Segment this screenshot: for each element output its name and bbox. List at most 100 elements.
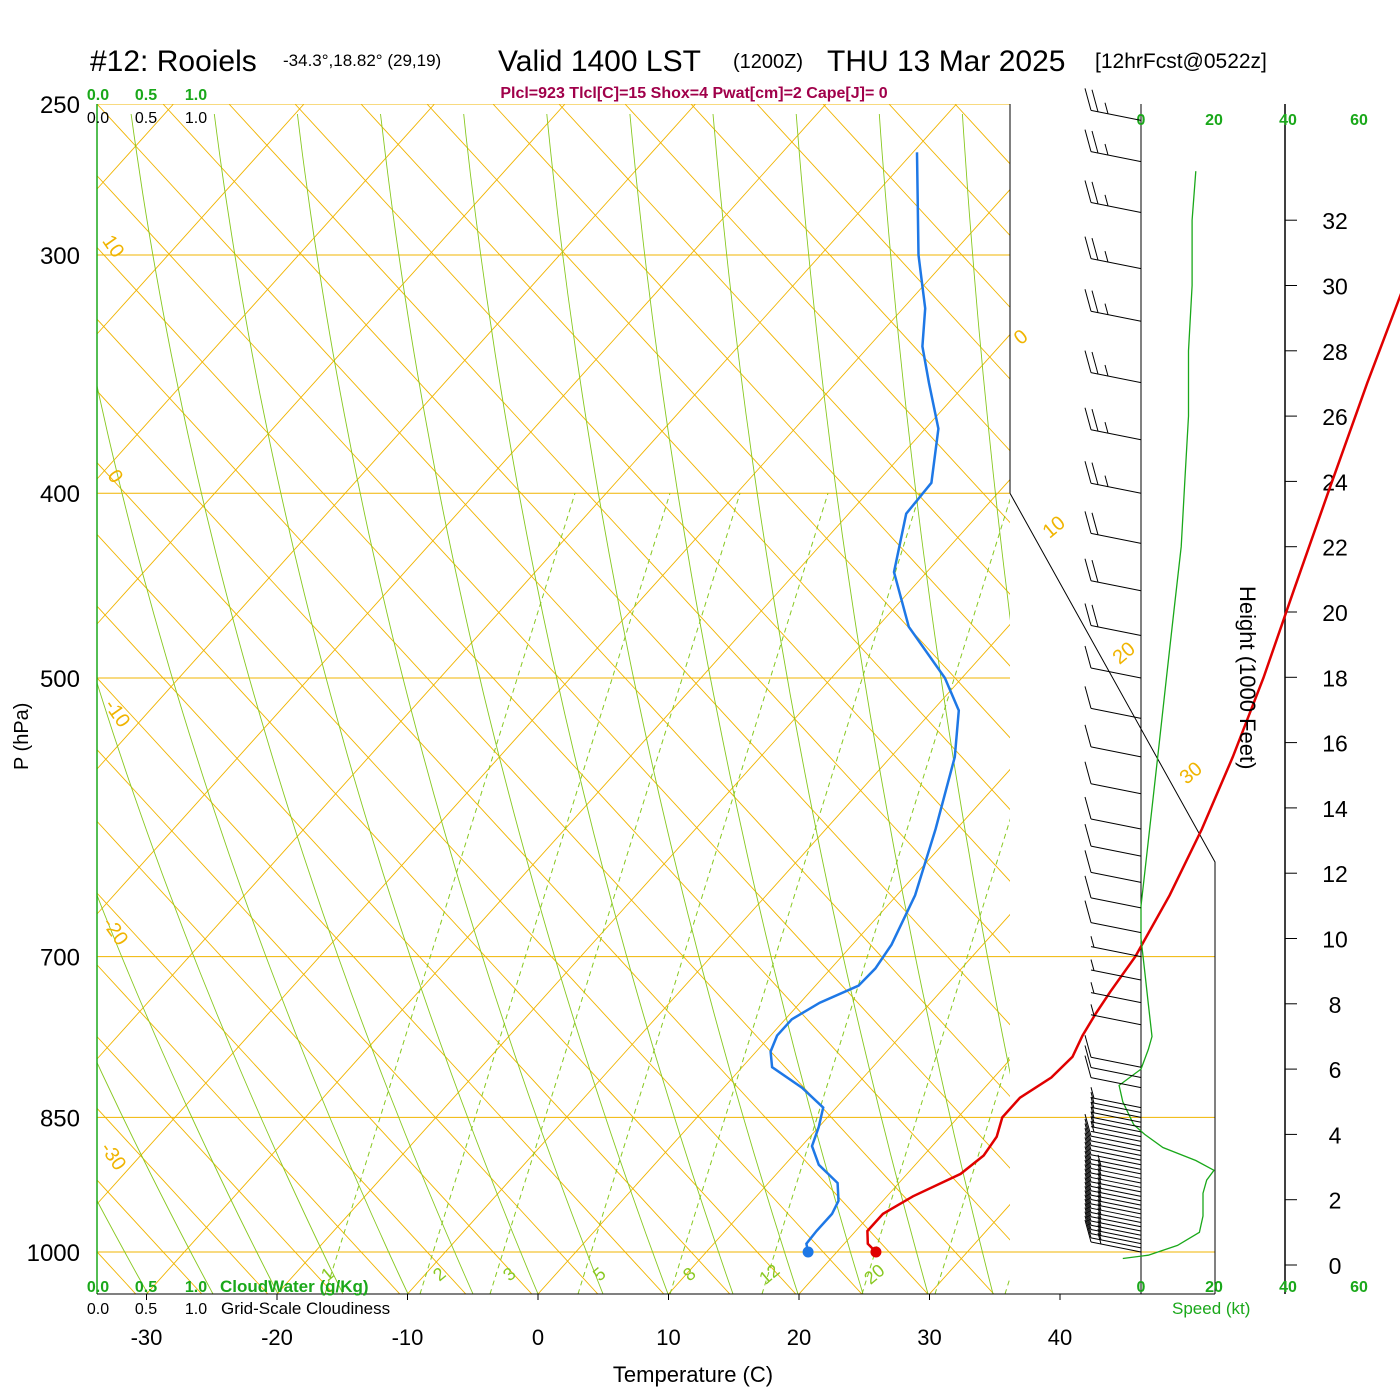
dry-adiabat-label: 30	[1176, 758, 1207, 789]
temperature-tick-label: -30	[131, 1325, 163, 1350]
wind-barb-staff	[1090, 109, 1142, 121]
moist-adiabat-line	[463, 113, 734, 1294]
cloudwater-label: CloudWater (g/Kg)	[220, 1277, 369, 1296]
speed-tick-label-bottom: 0	[1137, 1279, 1146, 1296]
dry-adiabat-line	[97, 390, 929, 1294]
pressure-tick-label: 850	[40, 1105, 80, 1132]
mixing-ratio-label: 2	[429, 1263, 450, 1285]
wind-barb-flag	[1084, 645, 1092, 669]
wind-barb-half-flag	[1104, 143, 1109, 156]
wind-barb	[1084, 1123, 1142, 1156]
wind-barb-flag	[1084, 1150, 1092, 1174]
wind-barb-flag	[1084, 1128, 1092, 1151]
wind-barb-flag	[1084, 1186, 1092, 1209]
dry-adiabat-line	[97, 820, 533, 1294]
isotherm-line	[97, 104, 827, 915]
wind-barb	[1090, 959, 1142, 981]
speed-tick-label-top: 60	[1350, 112, 1368, 129]
height-tick-label: 10	[1322, 927, 1348, 953]
dry-adiabat-line	[228, 104, 1010, 954]
dry-adiabat-line	[97, 175, 1010, 1169]
wind-barb-flag	[1084, 1207, 1092, 1230]
wind-barb-flag	[1091, 181, 1099, 205]
station-title: #12: Rooiels	[90, 45, 257, 78]
height-tick-label: 30	[1322, 274, 1348, 300]
moist-adiabat-line	[97, 894, 279, 1294]
wind-barb-staff	[1090, 1097, 1142, 1109]
wind-barb-flag	[1084, 1132, 1092, 1155]
wind-barb-flag	[1084, 129, 1092, 152]
dry-adiabat-label: -30	[96, 1138, 131, 1174]
isotherm-line	[1060, 104, 1400, 1294]
wind-barb-flag	[1091, 462, 1099, 485]
dry-adiabat-label: 0	[1010, 325, 1033, 349]
mixing-ratio-line	[489, 493, 741, 1294]
dry-adiabat-line	[97, 1035, 335, 1294]
wind-barb-staff	[1090, 1212, 1142, 1223]
wind-barb-staff	[1090, 1149, 1142, 1161]
wind-barb	[1084, 900, 1142, 934]
wind-barb-half-flag	[1104, 102, 1109, 114]
wind-barb-staff	[1090, 1176, 1142, 1188]
wind-barb-flag	[1084, 850, 1092, 873]
wind-barb-staff	[1090, 1106, 1142, 1118]
wind-barb	[1090, 936, 1142, 958]
dry-adiabat-line	[97, 964, 401, 1294]
forecast-date: THU 13 Mar 2025	[827, 45, 1065, 78]
wind-barb-staff	[1090, 897, 1142, 909]
wind-barb-half-flag	[1104, 422, 1109, 434]
wind-barb-staff	[1090, 1194, 1142, 1206]
pressure-tick-label: 300	[40, 243, 80, 270]
wind-barb-half-flag	[1090, 982, 1095, 994]
wind-barb-staff	[1090, 1190, 1142, 1202]
wind-barb-staff	[1090, 1203, 1142, 1215]
wind-barb-staff	[1090, 429, 1142, 441]
height-tick-label: 2	[1329, 1188, 1342, 1214]
cloudiness-tick-bottom: 1.0	[185, 1301, 207, 1318]
height-tick-label: 28	[1322, 339, 1348, 365]
x-axis-title: Temperature (C)	[613, 1362, 773, 1387]
dry-adiabat-line	[97, 677, 665, 1294]
wind-barb-flag	[1084, 1215, 1092, 1238]
dry-adiabat-line	[97, 318, 995, 1294]
temperature-tick-label: -20	[261, 1325, 293, 1350]
wind-barb-staff	[1090, 969, 1142, 981]
height-tick-label: 4	[1329, 1122, 1342, 1148]
speed-tick-label-bottom: 40	[1279, 1279, 1297, 1296]
mixing-ratio-line	[1004, 1276, 1010, 1294]
wind-barb	[1084, 236, 1142, 270]
wind-barb-flag	[1084, 1190, 1092, 1213]
wind-barb	[1084, 1118, 1142, 1152]
wind-barb	[1084, 1114, 1142, 1147]
height-tick-label: 6	[1329, 1057, 1342, 1083]
mixing-ratio-label: 5	[589, 1263, 610, 1285]
dry-adiabat-line	[162, 104, 1010, 1026]
pressure-tick-label: 400	[40, 481, 80, 508]
moist-adiabat-line	[546, 113, 799, 1294]
wind-barb-flag	[1084, 1123, 1092, 1146]
wind-barb	[1084, 1055, 1142, 1089]
height-tick-label: 16	[1322, 731, 1348, 757]
wind-barb-staff	[1090, 580, 1142, 592]
wind-barb-staff	[1090, 667, 1142, 679]
wind-barb-staff	[1090, 1163, 1142, 1175]
wind-barb	[1084, 407, 1142, 441]
mixing-ratio-label: 20	[860, 1260, 888, 1288]
wind-barb-staff	[1090, 310, 1142, 322]
moist-adiabat-line	[213, 113, 539, 1294]
wind-barb-flag	[1091, 560, 1099, 583]
moist-adiabat-line	[380, 113, 669, 1294]
moist-adiabat-line	[97, 383, 409, 1294]
mixing-ratio-line	[577, 493, 829, 1294]
mixing-ratio-line	[419, 493, 671, 1294]
surface-dewpoint-dot	[802, 1246, 814, 1258]
wind-barb-flag	[1091, 89, 1099, 112]
isotherm-line	[97, 188, 1010, 1205]
wind-barb-flag	[1084, 686, 1092, 709]
wind-barb-staff	[1090, 1111, 1142, 1123]
wind-barb-flag	[1084, 761, 1092, 784]
speed-tick-label-bottom: 60	[1350, 1279, 1368, 1296]
wind-barb-flag	[1084, 180, 1092, 203]
height-tick-label: 22	[1322, 535, 1348, 561]
temperature-tick-label: -10	[392, 1325, 424, 1350]
